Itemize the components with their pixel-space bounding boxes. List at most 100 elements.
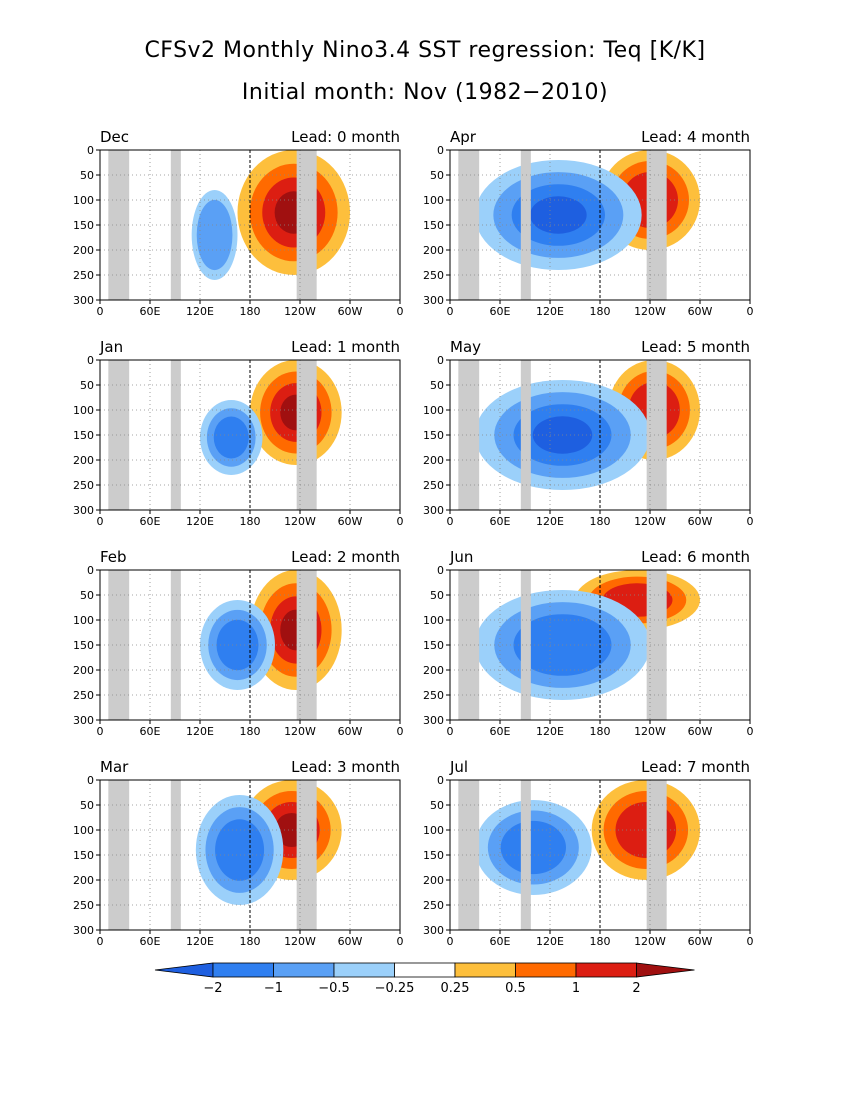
- x-tick-label: 180: [240, 725, 261, 738]
- land-mask: [108, 780, 130, 930]
- y-tick-label: 50: [80, 799, 94, 812]
- negative-anomaly: [213, 416, 249, 459]
- panel-lead-label: Lead: 6 month: [641, 548, 750, 566]
- y-tick-label: 200: [73, 874, 94, 887]
- y-tick-label: 0: [87, 144, 94, 157]
- y-tick-label: 250: [73, 689, 94, 702]
- x-tick-label: 0: [397, 515, 404, 528]
- colorbar-label: −2: [203, 981, 222, 996]
- panel-lead-label: Lead: 2 month: [291, 548, 400, 566]
- panel-lead-label: Lead: 4 month: [641, 128, 750, 146]
- land-mask: [458, 780, 480, 930]
- land-mask: [108, 570, 130, 720]
- colorbar-segment: [515, 962, 577, 978]
- x-tick-label: 120W: [634, 935, 666, 948]
- x-tick-label: 120W: [284, 515, 316, 528]
- y-tick-label: 0: [87, 354, 94, 367]
- x-tick-label: 180: [590, 305, 611, 318]
- y-tick-label: 300: [73, 714, 94, 727]
- panel: 0 60E 120E 180 120W 60W 0 0 50 100 150 200 250 300 Apr…: [423, 128, 754, 318]
- colorbar: −2 −1 −0.5 −0.25 0.25 0.5 1 2: [154, 962, 695, 996]
- x-tick-label: 120E: [186, 305, 214, 318]
- colorbar-label: −0.5: [318, 981, 350, 996]
- x-tick-label: 60E: [140, 935, 161, 948]
- y-tick-label: 0: [87, 774, 94, 787]
- panel: 0 60E 120E 180 120W 60W 0 0 50 100 150 200 250 300 May…: [423, 338, 754, 528]
- chart-title: CFSv2 Monthly Nino3.4 SST regression: Te…: [144, 38, 706, 63]
- y-tick-label: 100: [73, 614, 94, 627]
- x-tick-label: 0: [447, 515, 454, 528]
- colorbar-segment: [454, 962, 516, 978]
- x-tick-label: 60W: [688, 515, 713, 528]
- x-tick-label: 120E: [186, 935, 214, 948]
- y-tick-label: 150: [423, 849, 444, 862]
- panel-month-label: Dec: [100, 128, 129, 146]
- x-tick-label: 120W: [634, 725, 666, 738]
- negative-anomaly: [215, 819, 265, 881]
- panel: 0 60E 120E 180 120W 60W 0 0 50 100 150 200 250 300 Dec…: [73, 128, 404, 318]
- negative-anomaly: [500, 820, 566, 875]
- land-mask: [458, 150, 480, 300]
- colorbar-label: −1: [264, 981, 283, 996]
- y-tick-label: 50: [80, 169, 94, 182]
- x-tick-label: 0: [97, 935, 104, 948]
- y-tick-label: 300: [423, 504, 444, 517]
- colorbar-segment: [333, 962, 395, 978]
- x-tick-label: 120E: [536, 515, 564, 528]
- colorbar-segment: [154, 962, 214, 978]
- negative-anomaly: [216, 619, 259, 671]
- y-tick-label: 0: [437, 144, 444, 157]
- x-tick-label: 60W: [688, 725, 713, 738]
- land-mask: [458, 570, 480, 720]
- panel-lead-label: Lead: 7 month: [641, 758, 750, 776]
- colorbar-label: 0.25: [441, 981, 470, 996]
- y-tick-label: 150: [73, 219, 94, 232]
- colorbar-label: 1: [572, 981, 580, 996]
- y-tick-label: 100: [73, 404, 94, 417]
- y-tick-label: 50: [430, 169, 444, 182]
- panel-month-label: Jun: [449, 548, 473, 566]
- land-mask: [296, 150, 317, 300]
- land-mask: [520, 570, 531, 720]
- panel-month-label: Mar: [100, 758, 129, 776]
- panel-lead-label: Lead: 3 month: [291, 758, 400, 776]
- x-tick-label: 120W: [284, 725, 316, 738]
- land-mask: [520, 150, 531, 300]
- x-tick-label: 0: [447, 935, 454, 948]
- x-tick-label: 0: [447, 725, 454, 738]
- y-tick-label: 100: [73, 194, 94, 207]
- colorbar-segment: [575, 962, 637, 978]
- x-tick-label: 60W: [688, 935, 713, 948]
- y-tick-label: 50: [430, 799, 444, 812]
- x-tick-label: 120W: [284, 305, 316, 318]
- y-tick-label: 150: [423, 639, 444, 652]
- x-tick-label: 0: [747, 305, 754, 318]
- y-tick-label: 200: [73, 244, 94, 257]
- x-tick-label: 180: [590, 935, 611, 948]
- panel-month-label: Jan: [99, 338, 123, 356]
- y-tick-label: 250: [423, 479, 444, 492]
- y-tick-label: 150: [73, 849, 94, 862]
- x-tick-label: 180: [240, 515, 261, 528]
- x-tick-label: 120W: [634, 305, 666, 318]
- colorbar-label: 2: [632, 981, 640, 996]
- x-tick-label: 60W: [338, 725, 363, 738]
- colorbar-segment: [394, 962, 456, 978]
- y-tick-label: 50: [430, 589, 444, 602]
- land-mask: [520, 360, 531, 510]
- x-tick-label: 60E: [140, 725, 161, 738]
- x-tick-label: 0: [397, 935, 404, 948]
- land-mask: [458, 360, 480, 510]
- x-tick-label: 180: [240, 935, 261, 948]
- x-tick-label: 0: [747, 935, 754, 948]
- y-tick-label: 200: [423, 244, 444, 257]
- x-tick-label: 120E: [536, 935, 564, 948]
- panel-month-label: Jul: [449, 758, 468, 776]
- x-tick-label: 60W: [688, 305, 713, 318]
- y-tick-label: 300: [423, 714, 444, 727]
- y-tick-label: 100: [423, 404, 444, 417]
- x-tick-label: 0: [97, 515, 104, 528]
- x-tick-label: 180: [240, 305, 261, 318]
- negative-anomaly: [530, 196, 587, 234]
